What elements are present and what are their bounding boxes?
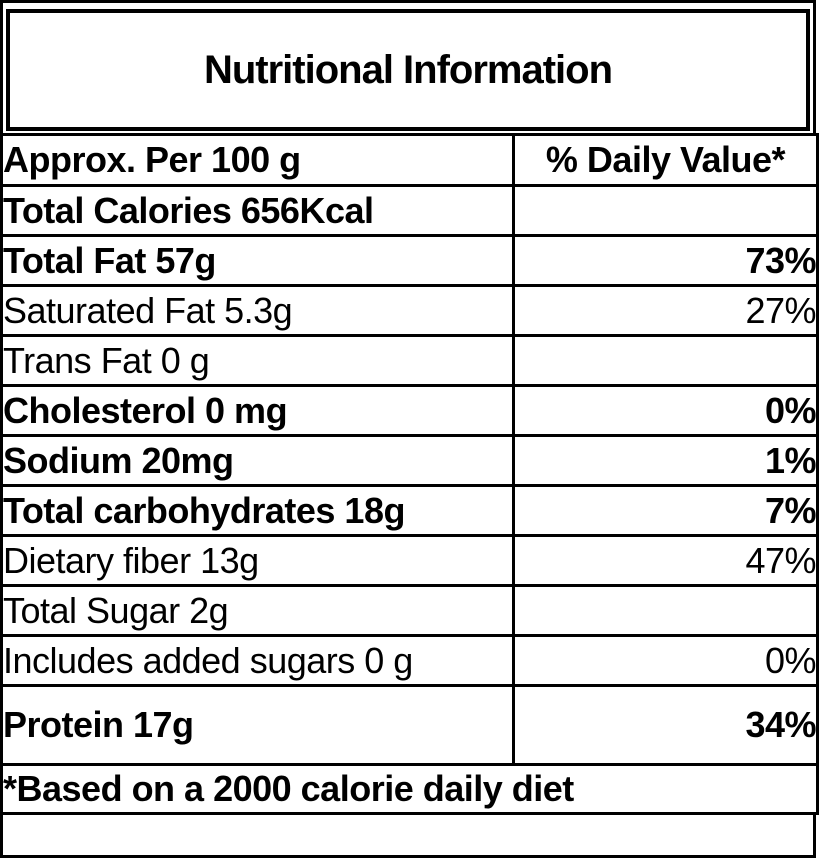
table-row: Cholesterol 0 mg 0% [0,384,819,437]
nutrient-cell: Total Calories 656Kcal [0,184,515,237]
table-row: Total carbohydrates 18g 7% [0,484,819,537]
label-title: Nutritional Information [203,47,613,92]
daily-value-cell: 34% [512,684,819,766]
table-row: Includes added sugars 0 g 0% [0,634,819,687]
table-header-row: Approx. Per 100 g % Daily Value* [0,133,819,187]
table-row: Trans Fat 0 g [0,334,819,387]
table-row: Total Sugar 2g [0,584,819,637]
nutrient-cell: Includes added sugars 0 g [0,634,515,687]
nutrient-cell: Total Sugar 2g [0,584,515,637]
nutrient-cell: Dietary fiber 13g [0,534,515,587]
daily-value-cell [512,334,819,387]
nutrient-cell: Protein 17g [0,684,515,766]
table-row: Total Calories 656Kcal [0,184,819,237]
daily-value-cell [512,584,819,637]
nutrient-cell: Total carbohydrates 18g [0,484,515,537]
table-row: Dietary fiber 13g 47% [0,534,819,587]
daily-value-cell: 73% [512,234,819,287]
title-box: Nutritional Information [6,9,810,131]
daily-value-cell: 0% [512,634,819,687]
nutrient-cell: Trans Fat 0 g [0,334,515,387]
nutrient-cell: Cholesterol 0 mg [0,384,515,437]
nutrient-cell: Total Fat 57g [0,234,515,287]
table-row: Protein 17g 34% [0,684,819,766]
daily-value-cell [512,184,819,237]
daily-value-cell: 27% [512,284,819,337]
daily-value-cell: 47% [512,534,819,587]
column-header-nutrient: Approx. Per 100 g [0,133,515,187]
nutrient-cell: Sodium 20mg [0,434,515,487]
nutrition-table: Approx. Per 100 g % Daily Value* Total C… [0,133,819,815]
nutrient-cell: Saturated Fat 5.3g [0,284,515,337]
table-row: Saturated Fat 5.3g 27% [0,284,819,337]
daily-value-cell: 1% [512,434,819,487]
table-row: Total Fat 57g 73% [0,234,819,287]
table-row: Sodium 20mg 1% [0,434,819,487]
daily-value-cell: 0% [512,384,819,437]
daily-value-cell: 7% [512,484,819,537]
column-header-daily-value: % Daily Value* [512,133,819,187]
footnote-row: *Based on a 2000 calorie daily diet [0,763,819,815]
footnote-text: *Based on a 2000 calorie daily diet [0,763,819,815]
